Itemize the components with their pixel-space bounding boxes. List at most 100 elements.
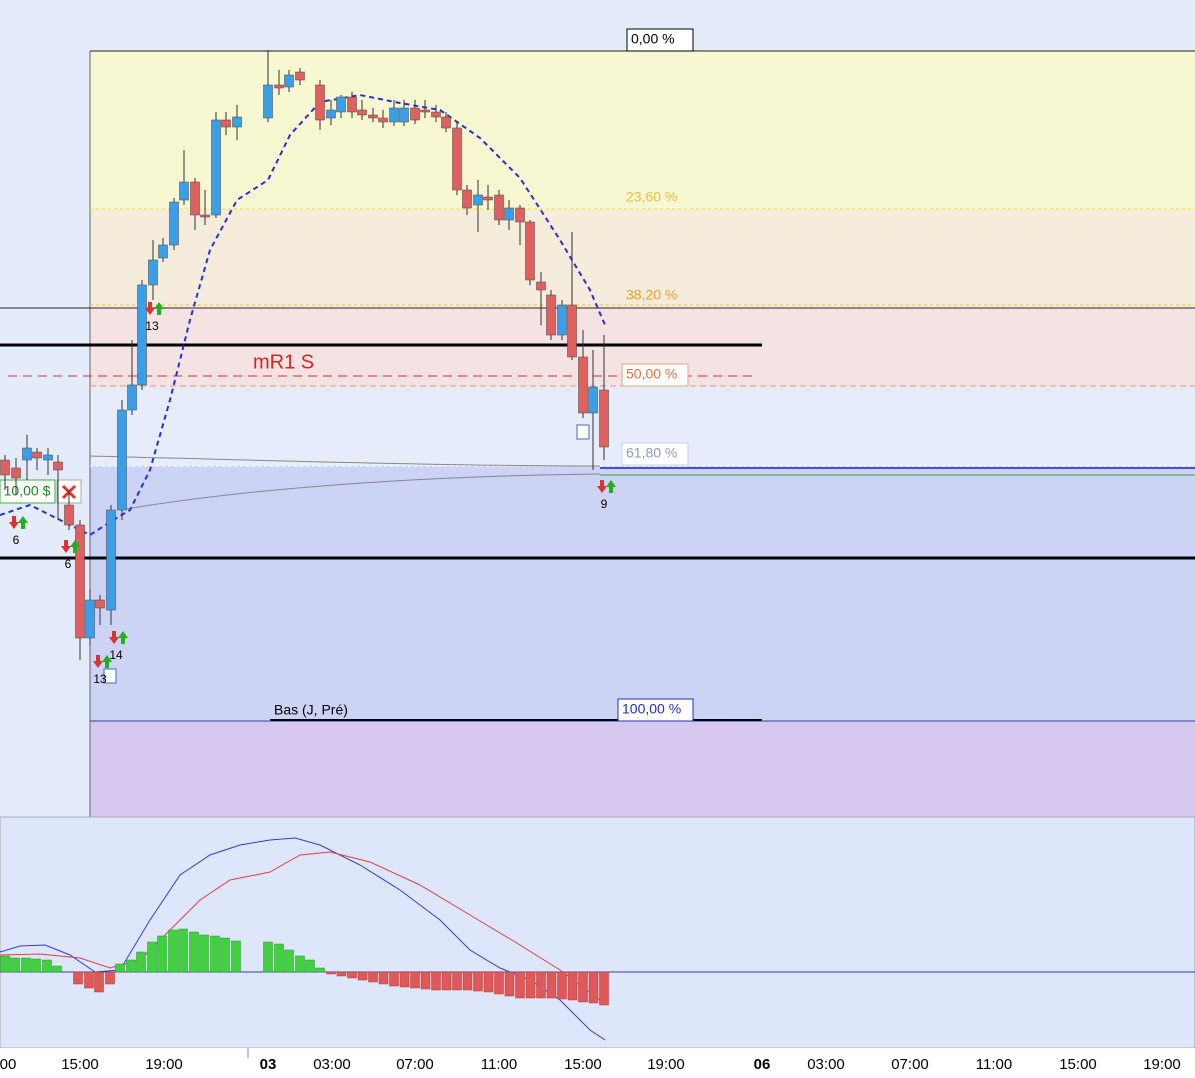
- histogram-bar: [189, 931, 199, 973]
- candle-body: [494, 194, 504, 221]
- candle-body: [368, 114, 378, 119]
- histogram-bar: [10, 957, 20, 973]
- histogram-bar: [210, 935, 220, 973]
- candle-body: [536, 281, 546, 291]
- candle-body: [599, 389, 609, 448]
- histogram-bar: [441, 971, 452, 991]
- fib-label: 100,00 %: [622, 701, 681, 717]
- moving-average: [0, 93, 606, 537]
- fib-label: 61,80 %: [626, 445, 677, 461]
- histogram-bar: [315, 967, 325, 973]
- candle-body: [420, 109, 430, 113]
- candle-body: [315, 84, 325, 121]
- candle-body: [504, 207, 514, 221]
- x-tick-label: 19:00: [647, 1056, 685, 1073]
- signal-arrow: [118, 631, 128, 644]
- histogram-bar: [178, 928, 188, 973]
- fib-zone: [90, 466, 1195, 721]
- candle-body: [431, 111, 441, 118]
- x-tick-label: 11:00: [481, 1056, 517, 1073]
- candle-body: [525, 221, 535, 281]
- candle-body: [106, 509, 116, 611]
- signal-arrow: [93, 655, 103, 668]
- histogram-bar: [599, 971, 609, 1006]
- signal-arrow: [145, 302, 155, 315]
- candle-body: [326, 109, 336, 119]
- histogram-bar: [462, 971, 473, 991]
- candle-body: [158, 244, 168, 259]
- fib-label: 0,00 %: [631, 31, 675, 47]
- signal-arrow: [597, 480, 607, 493]
- signal-count: 13: [145, 319, 159, 333]
- histogram-bar: [515, 971, 525, 999]
- histogram-bar: [284, 949, 294, 973]
- fib-zone: [90, 51, 1195, 209]
- candle-body: [578, 356, 588, 414]
- histogram-bar: [536, 971, 546, 999]
- fib-label-box: [621, 363, 689, 387]
- low-label: Bas (J, Pré): [274, 702, 348, 718]
- fib-label: 38,20 %: [626, 287, 677, 303]
- x-tick-label: 03: [260, 1056, 277, 1073]
- note-icon[interactable]: [103, 668, 117, 684]
- histogram-bar: [431, 971, 441, 991]
- candle-body: [284, 74, 294, 88]
- histogram-bar: [0, 955, 10, 973]
- note-icon[interactable]: [576, 424, 590, 440]
- x-tick-label: 07:00: [396, 1056, 434, 1073]
- fib-zone: [90, 209, 1195, 308]
- x-tick-label: 15:00: [61, 1056, 99, 1073]
- signal-count: 14: [109, 648, 123, 662]
- histogram-bar: [347, 971, 357, 979]
- histogram-bar: [557, 971, 567, 1000]
- signal-count: 6: [65, 557, 72, 571]
- histogram-bar: [231, 940, 241, 973]
- candle-body: [53, 461, 63, 471]
- candle-body: [410, 107, 420, 121]
- candle-body: [0, 459, 10, 476]
- candle-body: [22, 447, 32, 461]
- x-tick-label: 19:00: [145, 1056, 183, 1073]
- candle-body: [588, 386, 598, 414]
- signal-arrow: [9, 516, 19, 529]
- candle-body: [557, 304, 567, 336]
- candle-body: [190, 181, 200, 216]
- histogram-bar: [389, 971, 399, 987]
- x-tick-label: 06: [754, 1056, 771, 1073]
- x-tick-label: 19:00: [1143, 1056, 1181, 1073]
- fib-label-box: [617, 698, 694, 722]
- candle-body: [169, 201, 179, 246]
- histogram-bar: [368, 971, 378, 983]
- candle-body: [75, 524, 85, 639]
- histogram-bar: [126, 959, 136, 973]
- candle-body: [148, 259, 158, 286]
- signal-count: 13: [93, 672, 107, 686]
- signal-arrow: [102, 655, 112, 668]
- signal-arrow: [61, 540, 71, 553]
- macd-line: [0, 837, 606, 1041]
- histogram-bar: [42, 959, 52, 973]
- histogram-bar: [546, 971, 557, 999]
- candle-body: [263, 84, 273, 119]
- x-tick-label: 15:00: [564, 1056, 602, 1073]
- candle-body: [483, 196, 493, 201]
- histogram-bar: [567, 971, 578, 1001]
- curve: [119, 473, 601, 511]
- histogram-bar: [52, 965, 62, 973]
- candle-body: [515, 207, 525, 223]
- candle-body: [95, 599, 105, 609]
- signal-arrow: [606, 480, 616, 493]
- pivot-label: mR1 S: [253, 351, 314, 373]
- candle-body: [567, 304, 577, 358]
- histogram-bar: [420, 971, 431, 990]
- histogram-bar: [84, 971, 94, 989]
- candle-body: [274, 84, 284, 89]
- signal-count: 6: [13, 533, 20, 547]
- order-price: 10,00 $: [4, 483, 51, 499]
- histogram-bar: [295, 955, 305, 973]
- histogram-bar: [578, 971, 588, 1003]
- candle-body: [85, 599, 95, 639]
- histogram-bar: [525, 971, 536, 999]
- histogram-bar: [378, 971, 389, 985]
- x-tick-label: 00: [0, 1056, 16, 1073]
